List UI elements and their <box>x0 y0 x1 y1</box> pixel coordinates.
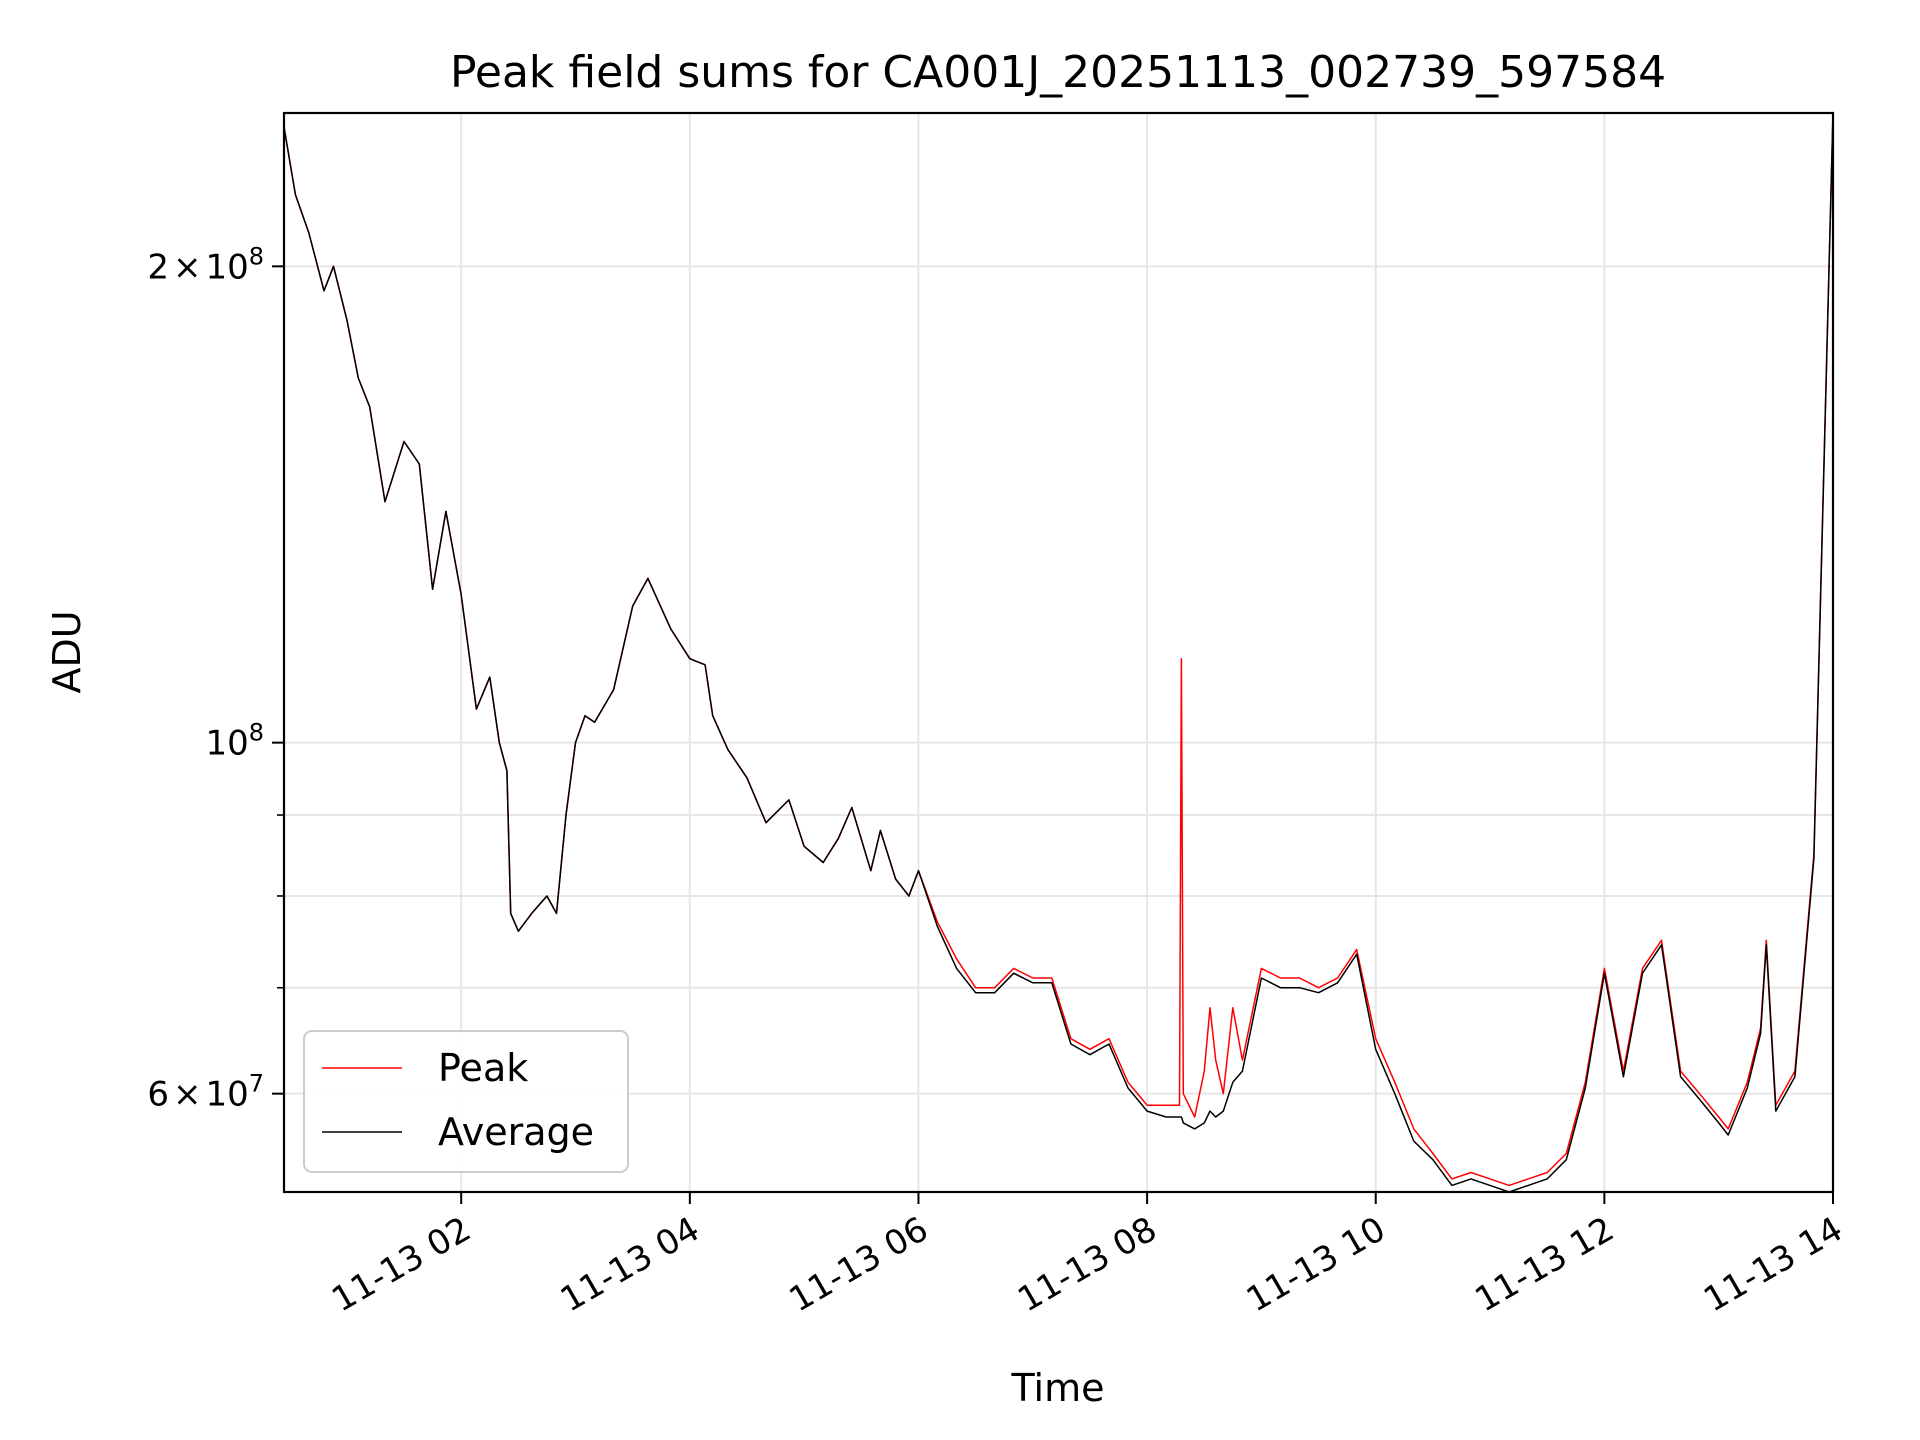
y-tick-mantissa: 6 <box>147 1075 169 1115</box>
y-tick-times: × <box>173 247 202 287</box>
y-tick-times: × <box>173 1075 202 1115</box>
series-layer <box>284 113 1833 1192</box>
grid <box>284 113 1834 1192</box>
legend-box <box>303 1030 629 1173</box>
y-tick-label: 6 × 107 <box>147 1070 264 1115</box>
y-axis-label: ADU <box>45 610 89 693</box>
x-axis-label: Time <box>1011 1366 1105 1410</box>
series-line-average <box>284 113 1833 1192</box>
legend-peak-label: Peak <box>438 1046 528 1090</box>
y-tick-mantissa: 2 <box>147 247 169 287</box>
y-tick-exponent: 8 <box>249 242 264 270</box>
legend-average-label: Average <box>438 1110 594 1154</box>
y-tick-exponent: 8 <box>249 719 264 747</box>
y-tick-base: 10 <box>205 247 248 287</box>
y-tick-exponent: 7 <box>249 1070 264 1098</box>
chart-title: Peak field sums for CA001J_20251113_0027… <box>450 47 1666 98</box>
y-tick-label: 2 × 108 <box>147 242 264 287</box>
y-tick-base: 10 <box>205 1075 248 1115</box>
plot-area-frame <box>282 111 1835 1194</box>
y-tick-base: 10 <box>205 724 248 764</box>
legend: Peak Average <box>303 1030 629 1173</box>
y-tick-label: 108 <box>205 719 264 764</box>
